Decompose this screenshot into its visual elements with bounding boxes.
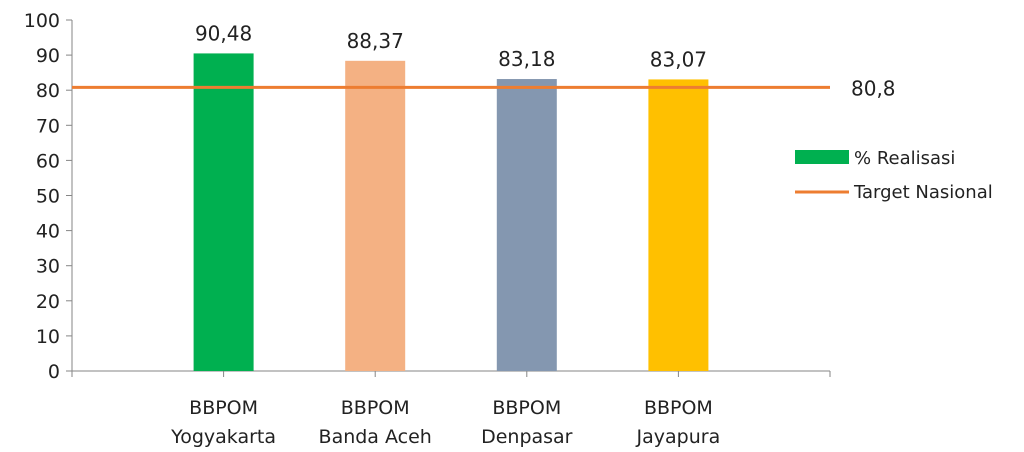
y-tick-label: 80	[36, 80, 60, 102]
bars: 90,48 88,37 83,18 83,07	[193, 21, 709, 372]
y-tick-label: 90	[36, 45, 60, 67]
y-tick-label: 60	[36, 150, 60, 172]
category-label: BBPOM	[189, 397, 258, 419]
bar-value-label: 90,48	[195, 21, 252, 45]
bar	[345, 60, 406, 372]
y-tick-label: 30	[36, 256, 60, 278]
legend: % Realisasi Target Nasional	[795, 148, 993, 203]
category-label: BBPOM	[341, 397, 410, 419]
y-axis: 0 10 20 30 40 50 60 70 80 90 100	[24, 10, 73, 383]
x-axis: BBPOM Yogyakarta BBPOM Banda Aceh BBPOM Denpa…	[71, 370, 831, 448]
y-tick-label: 70	[36, 115, 60, 137]
category-label: Yogyakarta	[170, 426, 276, 448]
y-tick-label: 40	[36, 221, 60, 243]
bar	[648, 79, 709, 371]
y-tick-label: 50	[36, 186, 60, 208]
legend-label-target: Target Nasional	[853, 182, 993, 203]
legend-label-realisasi: % Realisasi	[854, 148, 955, 169]
bar	[193, 53, 254, 372]
category-label: BBPOM	[644, 397, 713, 419]
y-tick-label: 0	[48, 361, 60, 383]
category-label: Denpasar	[481, 426, 573, 448]
y-tick-label: 10	[36, 326, 60, 348]
y-tick-label: 20	[36, 291, 60, 313]
bar-value-label: 88,37	[347, 29, 404, 53]
category-label: Banda Aceh	[319, 426, 432, 448]
bar-value-label: 83,07	[650, 47, 707, 71]
y-tick-label: 100	[24, 10, 60, 32]
bar-value-label: 83,18	[498, 47, 555, 71]
category-label: BBPOM	[492, 397, 561, 419]
category-label: Jayapura	[636, 426, 721, 448]
legend-swatch-realisasi	[795, 150, 849, 164]
bar	[496, 79, 557, 371]
target-value-label: 80,8	[851, 76, 896, 100]
target-line-group: 80,8	[72, 76, 896, 100]
